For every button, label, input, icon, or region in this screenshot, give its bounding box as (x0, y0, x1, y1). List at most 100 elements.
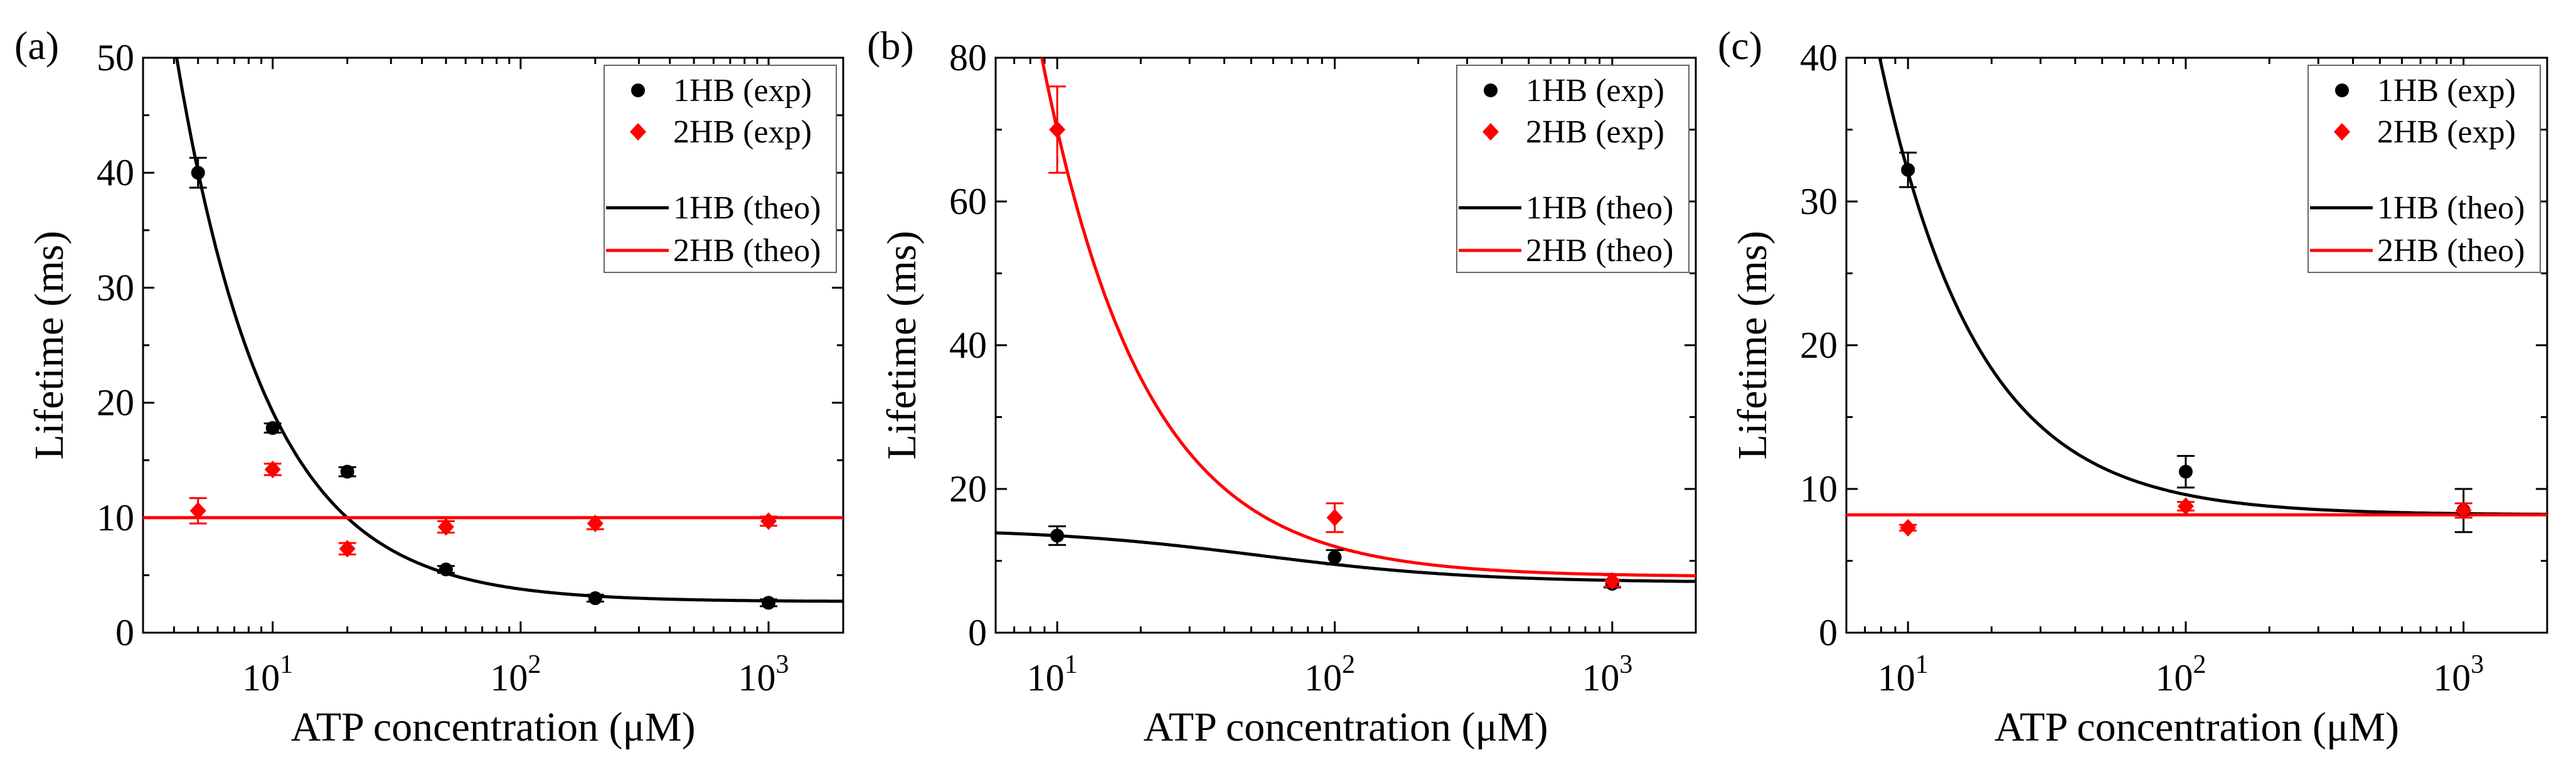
x-tick-base: 10 (1304, 657, 1342, 699)
data-point-1hb (191, 166, 205, 180)
x-tick-base: 10 (1582, 657, 1619, 699)
y-tick-label: 10 (1800, 468, 1838, 510)
y-axis-title: Lifetime (ms) (1730, 231, 1775, 460)
x-tick-exponent: 1 (1065, 650, 1078, 679)
x-tick-label: 103 (2433, 650, 2484, 699)
data-point-2hb (1604, 572, 1621, 590)
legend-label: 2HB (exp) (673, 114, 812, 150)
x-tick-label: 101 (1027, 650, 1078, 699)
legend: 1HB (exp) 2HB (exp) 1HB (theo) 2HB (theo) (1456, 65, 1690, 273)
y-tick-label: 0 (115, 612, 134, 653)
data-point-1hb (1050, 528, 1065, 543)
data-point-1hb (588, 591, 602, 606)
data-point-2hb (1900, 518, 1917, 537)
x-tick-exponent: 1 (280, 650, 293, 679)
y-tick-label: 80 (949, 37, 987, 78)
data-point-2hb (264, 460, 281, 478)
curves (143, 58, 843, 603)
curve-1hb-theo- (1878, 58, 2547, 516)
x-tick-label: 103 (738, 650, 789, 699)
legend-label: 2HB (exp) (1526, 114, 1664, 150)
panel-label: (a) (14, 23, 59, 68)
y-tick-label: 10 (97, 497, 134, 539)
data-point-2hb (339, 540, 356, 558)
legend-marker-diamond (1482, 123, 1499, 141)
x-tick-exponent: 3 (2471, 650, 2484, 679)
x-tick-exponent: 2 (528, 650, 541, 679)
data-point-1hb (762, 596, 776, 610)
y-tick-label: 30 (97, 267, 134, 308)
x-axis-title: ATP concentration (μM) (1143, 704, 1548, 750)
x-tick-exponent: 3 (1619, 650, 1632, 679)
legend-marker-diamond (630, 123, 646, 141)
data-point-2hb (2177, 497, 2194, 515)
y-tick-label: 40 (949, 324, 987, 366)
legend-box (604, 65, 837, 273)
data-point-1hb (2178, 464, 2193, 479)
legend-label: 1HB (theo) (2377, 190, 2525, 226)
data-point-2hb (1049, 121, 1066, 139)
data-point-2hb (760, 512, 777, 530)
x-tick-base: 10 (738, 657, 776, 699)
legend-label: 1HB (exp) (673, 73, 812, 109)
legend-marker-circle (631, 83, 645, 97)
curve-1hb-theo- (175, 58, 843, 603)
legend: 1HB (exp) 2HB (exp) 1HB (theo) 2HB (theo) (604, 65, 837, 273)
legend-label: 2HB (exp) (2377, 114, 2516, 150)
x-tick-label: 102 (490, 650, 541, 699)
y-tick-label: 40 (97, 152, 134, 193)
x-axis-title: ATP concentration (μM) (290, 704, 695, 750)
x-tick-label: 103 (1582, 650, 1632, 699)
legend-marker-circle (2335, 83, 2349, 97)
legend-box (2307, 65, 2541, 273)
legend-label: 1HB (exp) (2377, 73, 2516, 109)
data-point-2hb (437, 518, 454, 536)
curves (1846, 58, 2547, 517)
data-point-2hb (2455, 501, 2472, 520)
panel-label: (b) (867, 23, 914, 68)
data-point-1hb (340, 464, 354, 479)
x-tick-base: 10 (1027, 657, 1065, 699)
panel-label: (c) (1718, 23, 1762, 68)
legend-label: 1HB (theo) (673, 190, 821, 226)
curve-1hb-theo- (996, 531, 1696, 583)
y-tick-label: 0 (968, 612, 987, 653)
x-axis-title: ATP concentration (μM) (1994, 704, 2399, 750)
legend-marker-diamond (2334, 123, 2350, 141)
legend-label: 1HB (exp) (1526, 73, 1664, 109)
legend: 1HB (exp) 2HB (exp) 1HB (theo) 2HB (theo) (2307, 65, 2541, 273)
y-axis-title: Lifetime (ms) (879, 231, 925, 460)
y-tick-label: 50 (97, 37, 134, 78)
y-tick-label: 20 (97, 382, 134, 424)
x-tick-label: 101 (242, 650, 293, 699)
data-point-1hb (265, 421, 280, 435)
curves (996, 58, 1696, 583)
x-tick-label: 101 (1878, 650, 1929, 699)
x-tick-label: 102 (2155, 650, 2206, 699)
legend-label: 2HB (theo) (1526, 233, 1673, 269)
y-axis-title: Lifetime (ms) (26, 231, 72, 460)
legend-box (1456, 65, 1690, 273)
legend-label: 1HB (theo) (1526, 190, 1673, 226)
data-point-1hb (1901, 163, 1915, 177)
legend-marker-circle (1484, 83, 1498, 97)
x-tick-exponent: 1 (1915, 650, 1929, 679)
y-tick-label: 30 (1800, 181, 1838, 222)
data-point-2hb (189, 501, 206, 520)
y-tick-label: 20 (949, 468, 987, 510)
legend-label: 2HB (theo) (2377, 233, 2525, 269)
data-point-1hb (439, 562, 453, 577)
x-tick-base: 10 (2433, 657, 2471, 699)
x-tick-exponent: 2 (1342, 650, 1355, 679)
curve-2hb-theo- (1040, 58, 1696, 577)
data-point-2hb (587, 514, 604, 532)
x-tick-base: 10 (1878, 657, 1915, 699)
x-tick-label: 102 (1304, 650, 1355, 699)
x-tick-exponent: 3 (776, 650, 789, 679)
x-tick-base: 10 (490, 657, 528, 699)
x-tick-base: 10 (2155, 657, 2193, 699)
